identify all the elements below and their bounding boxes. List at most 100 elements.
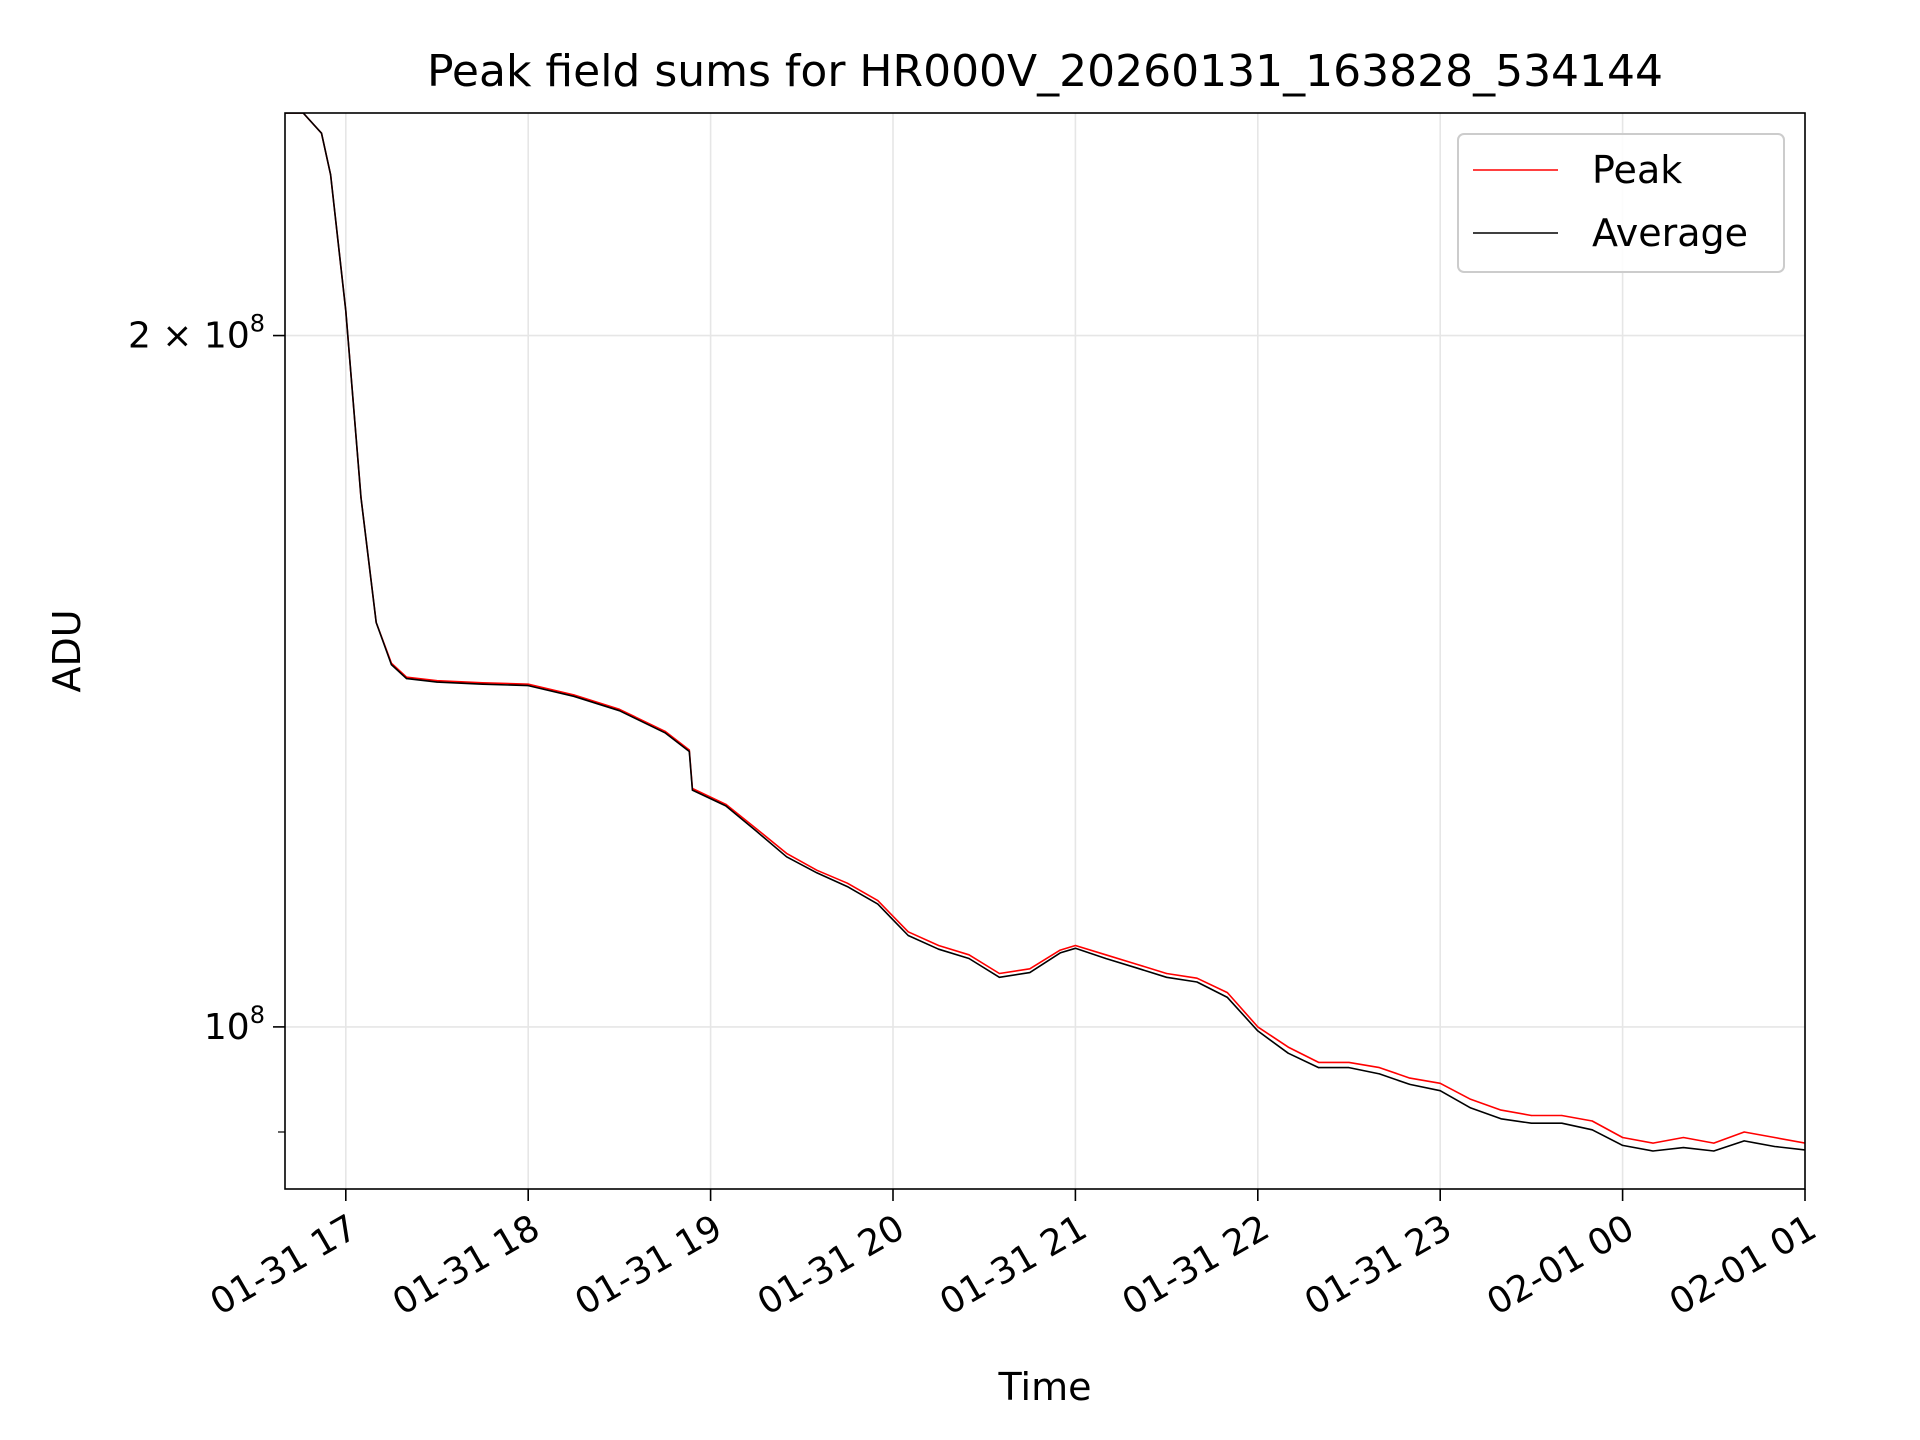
data-point-average: [938, 948, 940, 950]
data-point-average: [390, 663, 392, 666]
data-point-average: [330, 174, 332, 176]
data-point-average: [1105, 957, 1107, 960]
data-point-average: [1409, 1083, 1411, 1085]
data-point-average: [1591, 1129, 1593, 1131]
data-point-peak: [968, 954, 970, 956]
data-point-peak: [1059, 949, 1061, 951]
data-point-average: [816, 872, 818, 874]
data-point-peak: [1561, 1114, 1563, 1117]
data-point-average: [618, 710, 621, 712]
data-point-peak: [436, 680, 438, 682]
data-point-peak: [1713, 1142, 1715, 1144]
data-point-average: [1059, 952, 1061, 954]
data-point-average: [360, 497, 362, 499]
legend-box: [1457, 133, 1785, 273]
data-point-average: [375, 621, 377, 624]
data-point-average: [1196, 981, 1198, 983]
data-point-peak: [1774, 1136, 1776, 1139]
data-point-peak: [1439, 1082, 1441, 1084]
data-point-average: [998, 976, 1001, 978]
data-point-average: [664, 732, 666, 734]
data-point-peak: [877, 900, 879, 902]
data-point-average: [1318, 1067, 1320, 1069]
data-point-average: [1530, 1122, 1532, 1124]
data-point-peak: [907, 931, 909, 933]
data-point-peak: [1652, 1142, 1654, 1144]
plot-frame: [284, 112, 1806, 1190]
y-tick-label-base: 2 × 10: [128, 316, 250, 357]
y-tick-label: 108: [204, 1001, 265, 1048]
data-point-peak: [1318, 1061, 1320, 1064]
data-point-peak: [1743, 1131, 1745, 1133]
data-point-peak: [527, 683, 529, 685]
data-point-average: [1166, 976, 1168, 978]
data-point-average: [968, 957, 970, 960]
chart-title: Peak field sums for HR000V_20260131_1638…: [427, 46, 1663, 97]
data-point-peak: [1682, 1136, 1684, 1139]
y-tick-label-exponent: 8: [250, 1001, 265, 1029]
data-point-average: [1257, 1030, 1259, 1032]
data-point-average: [846, 886, 849, 888]
data-point-peak: [1470, 1098, 1472, 1100]
data-point-average: [345, 310, 347, 312]
y-tick-label: 2 × 108: [128, 310, 265, 357]
data-point-peak: [786, 852, 788, 855]
data-point-peak: [1135, 963, 1137, 965]
x-axis-label: Time: [998, 1365, 1092, 1409]
data-point-average: [1622, 1144, 1624, 1146]
data-point-peak: [1074, 944, 1076, 947]
data-point-average: [1561, 1122, 1563, 1124]
data-point-peak: [846, 882, 849, 884]
data-point-peak: [1409, 1077, 1411, 1079]
data-point-average: [1500, 1118, 1502, 1120]
data-point-average: [877, 903, 879, 905]
data-point-peak: [482, 682, 484, 684]
data-point-average: [1074, 947, 1076, 949]
data-point-peak: [755, 827, 757, 830]
data-point-average: [482, 683, 484, 685]
data-point-peak: [618, 708, 621, 710]
data-point-average: [907, 934, 909, 937]
data-point-average: [1135, 967, 1137, 969]
legend-label-peak: Peak: [1592, 148, 1682, 192]
data-point-peak: [1287, 1046, 1289, 1048]
data-point-average: [1652, 1150, 1654, 1152]
data-point-average: [1743, 1140, 1745, 1142]
data-point-peak: [816, 869, 818, 871]
data-point-peak: [1348, 1061, 1350, 1064]
data-point-peak: [1166, 972, 1168, 975]
data-point-average: [1439, 1090, 1441, 1092]
data-point-average: [436, 681, 438, 683]
legend-label-average: Average: [1592, 211, 1748, 255]
data-point-peak: [725, 803, 727, 805]
data-point-average: [691, 789, 693, 791]
data-point-peak: [1530, 1114, 1532, 1117]
data-point-peak: [1105, 954, 1107, 956]
data-point-peak: [573, 694, 575, 696]
data-point-peak: [1196, 977, 1198, 979]
data-point-average: [1378, 1073, 1380, 1075]
data-point-average: [1287, 1052, 1289, 1054]
data-point-average: [1774, 1145, 1776, 1148]
data-point-average: [725, 805, 727, 807]
data-point-average: [786, 856, 788, 858]
data-point-peak: [998, 972, 1001, 975]
data-point-peak: [1378, 1067, 1380, 1069]
data-point-average: [688, 750, 690, 753]
data-point-average: [573, 695, 575, 697]
data-point-peak: [938, 944, 940, 947]
data-point-average: [320, 132, 323, 134]
data-point-average: [527, 685, 529, 687]
data-point-average: [1226, 996, 1228, 999]
series-line-average: [285, 113, 1805, 1152]
data-point-peak: [1622, 1136, 1624, 1139]
y-tick-label-exponent: 8: [250, 310, 265, 338]
data-point-peak: [664, 730, 666, 732]
data-point-average: [1713, 1150, 1715, 1152]
data-point-peak: [1257, 1026, 1259, 1028]
data-point-peak: [1591, 1120, 1593, 1122]
legend: Peak Average: [1457, 133, 1785, 273]
data-point-average: [1682, 1147, 1684, 1149]
